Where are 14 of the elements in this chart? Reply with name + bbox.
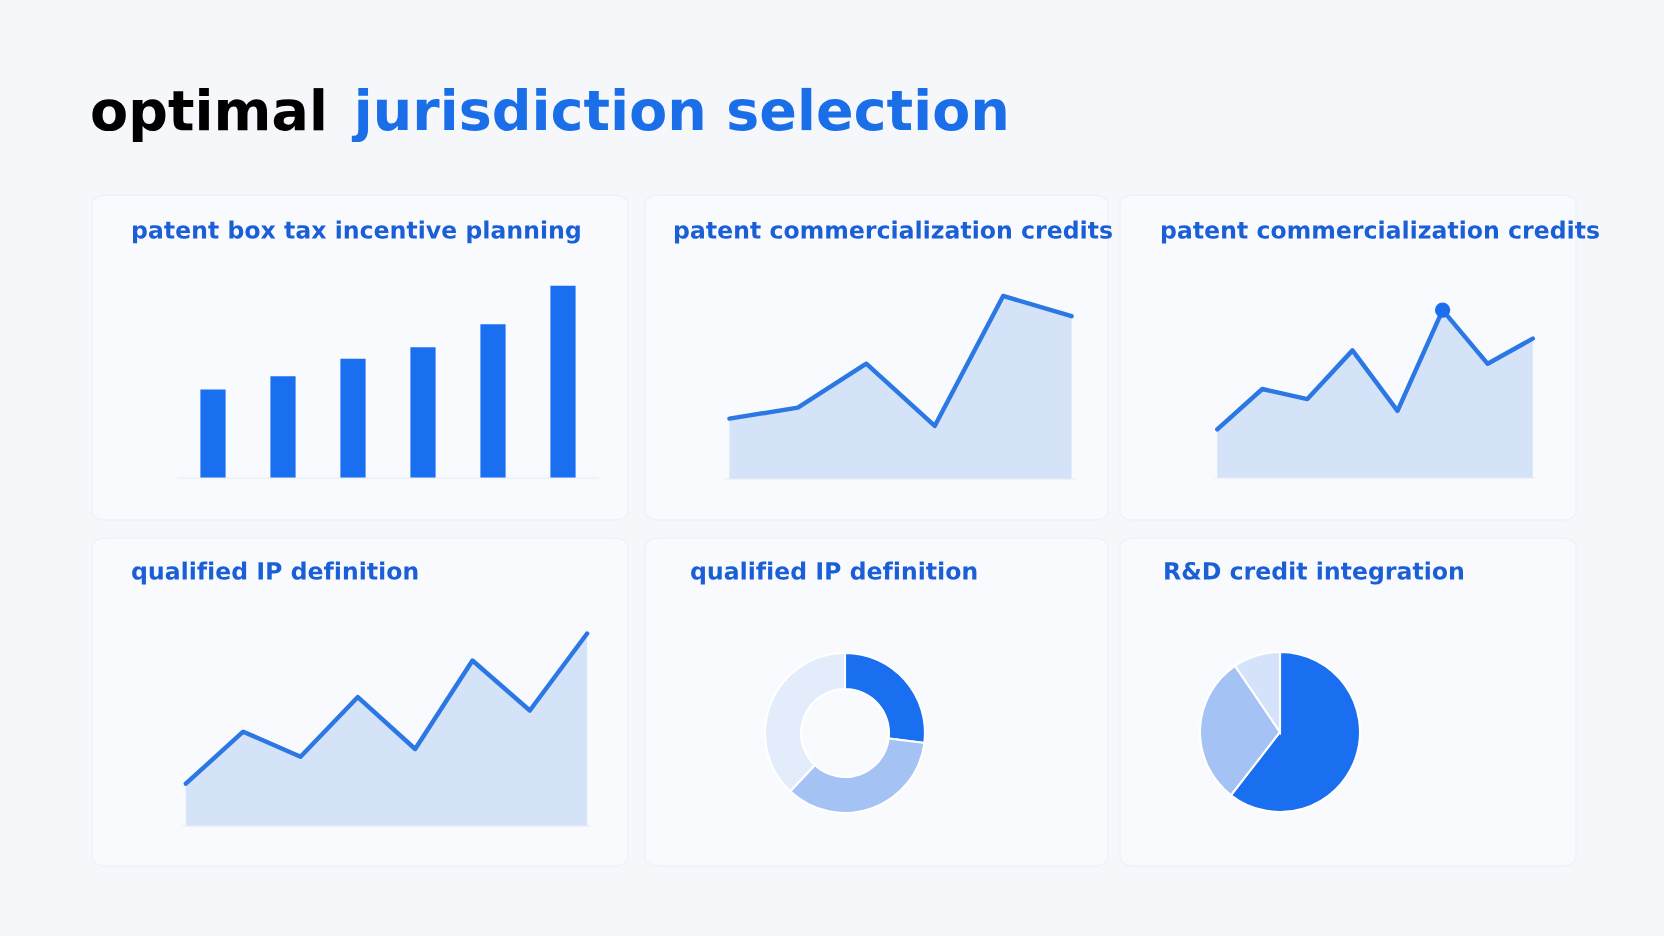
bar xyxy=(550,285,576,478)
chart-title: patent commercialization credits xyxy=(1161,220,1599,244)
chart-title: qualified IP definition xyxy=(132,561,418,585)
text: jurisdiction selection xyxy=(351,87,1006,143)
chart-title: R&D credit integration xyxy=(1165,561,1463,585)
bar xyxy=(200,389,226,478)
bar xyxy=(340,358,366,478)
bar xyxy=(410,347,436,478)
chart-title: qualified IP definition xyxy=(691,561,977,585)
bar xyxy=(270,376,296,478)
chart-title: patent box tax incentive planning xyxy=(132,220,580,244)
text: optimal xyxy=(92,88,324,142)
bar xyxy=(480,324,506,478)
chart-title: patent commercialization credits xyxy=(674,220,1112,244)
